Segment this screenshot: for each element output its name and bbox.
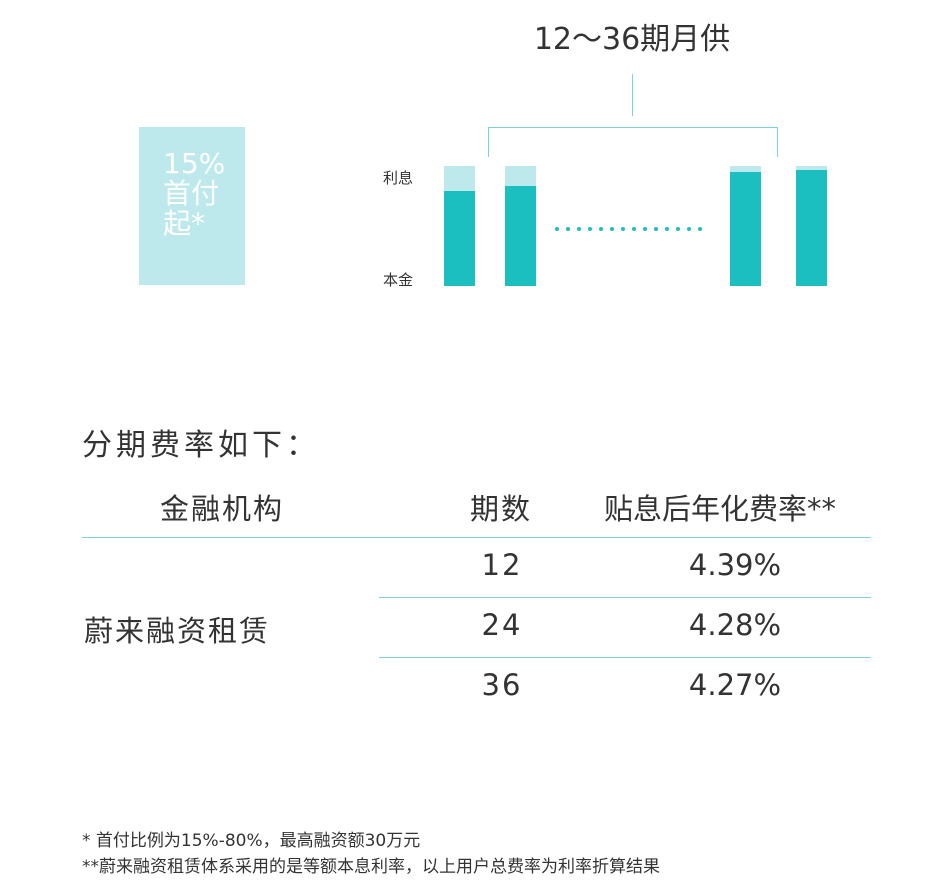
row-2-periods: 24 [481, 608, 523, 642]
down-payment-suffix: 起* [163, 207, 206, 240]
header-rate: 贴息后年化费率** [604, 492, 837, 526]
ellipsis-dot [687, 227, 691, 231]
principal-segment [444, 191, 475, 286]
row-2-rate: 4.28% [688, 608, 782, 642]
ellipsis-dot [665, 227, 669, 231]
table-header-divider [82, 537, 871, 538]
interest-segment [505, 166, 536, 186]
footnote-rate-explanation: **蔚来融资租赁体系采用的是等额本息利率，以上用户总费率为利率折算结果 [82, 857, 660, 877]
ellipsis-dot [577, 227, 581, 231]
interest-segment [730, 166, 761, 172]
row-1-periods: 12 [481, 548, 523, 582]
header-institution: 金融机构 [160, 492, 285, 526]
row-3-rate: 4.27% [688, 668, 782, 702]
ellipsis-dot [599, 227, 603, 231]
down-payment-label: 首付 [163, 177, 220, 210]
principal-segment [505, 186, 536, 286]
ellipsis-dot [566, 227, 570, 231]
institution-name: 蔚来融资租赁 [84, 614, 271, 648]
payment-bar-4 [796, 166, 827, 286]
bracket-top [488, 127, 778, 128]
term-label: 12～36期月供 [533, 22, 731, 57]
down-payment-percent: 15% [163, 147, 226, 180]
ellipsis-dot [621, 227, 625, 231]
ellipsis-dot [632, 227, 636, 231]
interest-segment [796, 166, 827, 170]
row-3-periods: 36 [481, 668, 523, 702]
legend-principal-label: 本金 [383, 271, 414, 289]
ellipsis-dot [643, 227, 647, 231]
bracket-right-leg [777, 127, 778, 157]
principal-segment [796, 170, 827, 286]
payment-bar-2 [505, 166, 536, 286]
down-payment-box: 15% 首付 起* [139, 127, 245, 285]
bracket-stem [632, 74, 633, 116]
ellipsis-dot [610, 227, 614, 231]
footnote-down-payment: * 首付比例为15%-80%，最高融资额30万元 [82, 831, 421, 851]
ellipsis-dot [698, 227, 702, 231]
ellipsis-dot [654, 227, 658, 231]
payment-bar-1 [444, 166, 475, 286]
rates-title: 分期费率如下： [82, 428, 320, 463]
ellipsis-dot [588, 227, 592, 231]
payment-bar-3 [730, 166, 761, 286]
principal-segment [730, 172, 761, 286]
row-1-rate: 4.39% [688, 548, 782, 582]
interest-segment [444, 166, 475, 191]
legend-interest-label: 利息 [383, 169, 414, 187]
row-divider [379, 657, 871, 658]
bracket-left-leg [488, 127, 489, 157]
header-periods: 期数 [470, 492, 533, 526]
ellipsis-dot [676, 227, 680, 231]
ellipsis-dot [555, 227, 559, 231]
row-divider [379, 597, 871, 598]
